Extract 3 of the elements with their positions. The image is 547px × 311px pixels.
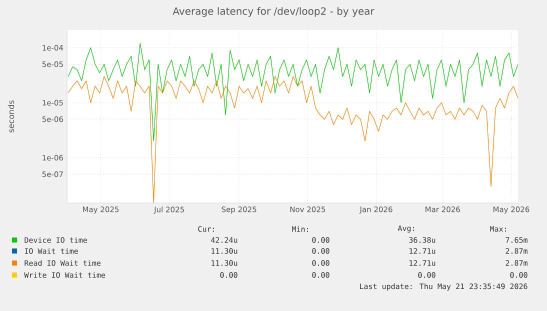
line-series xyxy=(68,43,518,142)
y-axis-title: seconds xyxy=(8,100,14,132)
chart-title: Average latency for /dev/loop2 - by year xyxy=(172,7,374,17)
